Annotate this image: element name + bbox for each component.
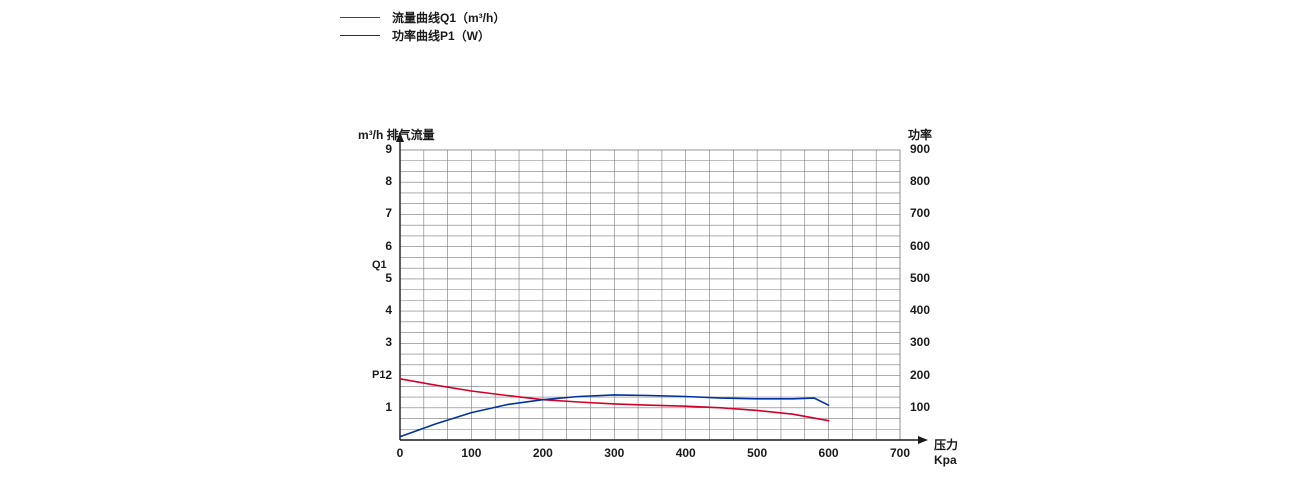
tick-label: 300 (604, 446, 624, 460)
tick-label: 600 (819, 446, 839, 460)
legend-item-p1: 功率曲线P1（W） (340, 26, 505, 44)
tick-label: 6 (385, 239, 392, 253)
tick-label: 400 (676, 446, 696, 460)
y-left-title: m³/h 排气流量 (358, 126, 435, 143)
tick-label: 500 (747, 446, 767, 460)
legend: 流量曲线Q1（m³/h） 功率曲线P1（W） (340, 8, 505, 44)
y-right-title: 功率 (908, 126, 932, 143)
x-axis-title: 压力Kpa (934, 436, 980, 467)
tick-label: 7 (385, 206, 392, 220)
page: 流量曲线Q1（m³/h） 功率曲线P1（W） m³/h 排气流量 功率 压力Kp… (0, 0, 1300, 500)
tick-label: 3 (385, 335, 392, 349)
tick-label: 1 (385, 400, 392, 414)
series-label-p1: P1 (372, 369, 385, 381)
tick-label: 800 (910, 174, 930, 188)
tick-label: 200 (533, 446, 553, 460)
legend-label-q1: 流量曲线Q1（m³/h） (392, 9, 505, 26)
tick-label: 8 (385, 174, 392, 188)
tick-label: 300 (910, 335, 930, 349)
tick-label: 0 (397, 446, 404, 460)
legend-swatch-p1 (340, 35, 380, 36)
tick-label: 400 (910, 303, 930, 317)
tick-label: 4 (385, 303, 392, 317)
legend-swatch-q1 (340, 17, 380, 18)
series-label-q1: Q1 (372, 259, 387, 271)
tick-label: 700 (890, 446, 910, 460)
legend-label-p1: 功率曲线P1（W） (392, 27, 490, 44)
chart-svg (340, 120, 980, 480)
legend-item-q1: 流量曲线Q1（m³/h） (340, 8, 505, 26)
tick-label: 100 (910, 400, 930, 414)
tick-label: 9 (385, 142, 392, 156)
tick-label: 200 (910, 368, 930, 382)
tick-label: 5 (385, 271, 392, 285)
tick-label: 500 (910, 271, 930, 285)
tick-label: 900 (910, 142, 930, 156)
tick-label: 600 (910, 239, 930, 253)
chart: m³/h 排气流量 功率 压力Kpa 1 2 3 4 5 6 7 8 9 100 200 300 400… (340, 120, 980, 485)
tick-label: 700 (910, 206, 930, 220)
tick-label: 2 (385, 368, 392, 382)
tick-label: 100 (461, 446, 481, 460)
